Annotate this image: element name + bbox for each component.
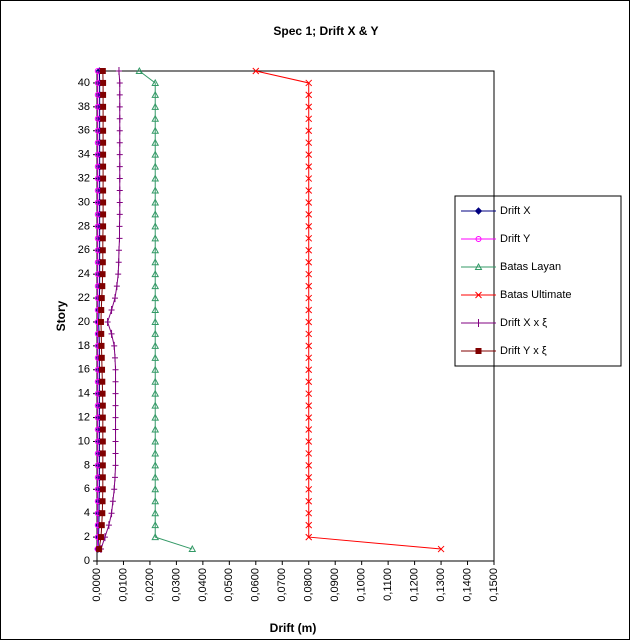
y-tick-label: 0	[84, 555, 90, 567]
legend-label: Batas Ultimate	[500, 289, 572, 301]
data-point	[100, 379, 105, 384]
y-tick-label: 14	[78, 388, 90, 400]
y-tick-label: 40	[78, 77, 90, 89]
y-tick-label: 6	[84, 483, 90, 495]
data-point	[101, 176, 106, 181]
y-tick-label: 28	[78, 220, 90, 232]
y-tick-label: 38	[78, 101, 90, 113]
legend-label: Drift Y	[500, 233, 531, 245]
x-tick-label: 0,1100	[382, 568, 394, 601]
data-point	[100, 439, 105, 444]
x-tick-label: 0,0100	[117, 568, 129, 602]
data-point	[101, 140, 106, 145]
x-tick-label: 0,1000	[356, 568, 368, 602]
chart: Spec 1; Drift X & Y Drift (m) Story 0246…	[0, 0, 631, 641]
x-tick-label: 0,0700	[276, 568, 288, 602]
legend-label: Drift Y x ξ	[500, 345, 547, 357]
y-tick-label: 12	[78, 411, 90, 423]
data-point	[99, 331, 104, 336]
data-point	[101, 164, 106, 169]
data-point	[100, 272, 105, 277]
data-point	[100, 403, 105, 408]
data-point	[98, 319, 103, 324]
data-point	[99, 343, 104, 348]
data-point	[101, 104, 106, 109]
y-tick-label: 18	[78, 340, 90, 352]
y-tick-label: 34	[78, 149, 90, 161]
data-point	[100, 451, 105, 456]
y-tick-label: 30	[78, 196, 90, 208]
x-tick-label: 0,0800	[303, 568, 315, 602]
y-tick-label: 24	[78, 268, 90, 280]
y-tick-label: 22	[78, 292, 90, 304]
x-tick-label: 0,0000	[91, 568, 103, 602]
x-tick-label: 0,0600	[250, 568, 262, 602]
x-tick-label: 0,0500	[223, 568, 235, 602]
y-tick-label: 10	[78, 435, 90, 447]
x-tick-label: 0,1400	[461, 568, 473, 602]
legend-marker	[476, 349, 481, 354]
data-point	[100, 260, 105, 265]
data-point	[98, 535, 103, 540]
y-axis-label: Story	[54, 300, 68, 331]
data-point	[100, 69, 105, 74]
data-point	[101, 128, 106, 133]
data-point	[100, 415, 105, 420]
data-point	[100, 427, 105, 432]
x-tick-label: 0,0300	[170, 568, 182, 602]
chart-title: Spec 1; Drift X & Y	[273, 24, 378, 38]
data-point	[100, 511, 105, 516]
data-point	[99, 296, 104, 301]
x-tick-label: 0,0400	[197, 568, 209, 602]
data-point	[101, 200, 106, 205]
legend-label: Drift X	[500, 205, 531, 217]
y-tick-label: 20	[78, 316, 90, 328]
y-tick-label: 36	[78, 125, 90, 137]
data-point	[100, 463, 105, 468]
y-tick-label: 8	[84, 459, 90, 471]
x-tick-label: 0,0900	[329, 568, 341, 602]
data-point	[100, 236, 105, 241]
x-tick-label: 0,1500	[488, 568, 500, 602]
x-tick-label: 0,0200	[144, 568, 156, 602]
data-point	[100, 487, 105, 492]
y-tick-label: 4	[84, 507, 90, 519]
legend-box	[455, 196, 621, 366]
y-tick-label: 26	[78, 244, 90, 256]
data-point	[97, 547, 102, 552]
data-point	[99, 355, 104, 360]
x-tick-label: 0,1200	[409, 568, 421, 602]
data-point	[101, 188, 106, 193]
data-point	[100, 499, 105, 504]
legend-label: Drift X x ξ	[500, 317, 547, 329]
data-point	[100, 284, 105, 289]
data-point	[101, 80, 106, 85]
legend-label: Batas Layan	[500, 261, 561, 273]
data-point	[99, 523, 104, 528]
data-point	[100, 367, 105, 372]
data-point	[101, 116, 106, 121]
x-tick-label: 0,1300	[435, 568, 447, 602]
x-axis-label: Drift (m)	[270, 621, 317, 635]
data-point	[101, 212, 106, 217]
data-point	[100, 248, 105, 253]
y-tick-label: 2	[84, 531, 90, 543]
data-point	[100, 391, 105, 396]
y-tick-label: 16	[78, 364, 90, 376]
data-point	[99, 308, 104, 313]
page: Spec 1; Drift X & Y Drift (m) Story 0246…	[0, 0, 631, 641]
y-tick-label: 32	[78, 172, 90, 184]
data-point	[101, 152, 106, 157]
data-point	[101, 92, 106, 97]
data-point	[100, 475, 105, 480]
data-point	[101, 224, 106, 229]
